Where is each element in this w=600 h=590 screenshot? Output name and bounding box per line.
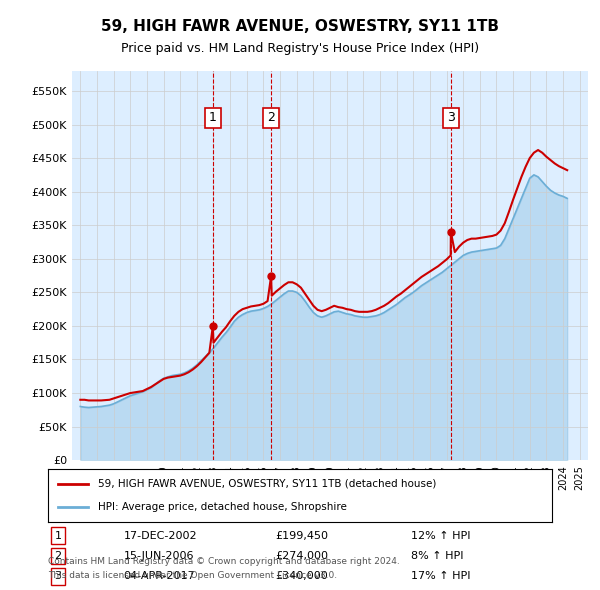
Text: 59, HIGH FAWR AVENUE, OSWESTRY, SY11 1TB (detached house): 59, HIGH FAWR AVENUE, OSWESTRY, SY11 1TB… xyxy=(98,479,437,489)
Text: 3: 3 xyxy=(55,572,62,581)
Text: 2: 2 xyxy=(55,551,62,561)
Text: Price paid vs. HM Land Registry's House Price Index (HPI): Price paid vs. HM Land Registry's House … xyxy=(121,42,479,55)
Text: 59, HIGH FAWR AVENUE, OSWESTRY, SY11 1TB: 59, HIGH FAWR AVENUE, OSWESTRY, SY11 1TB xyxy=(101,19,499,34)
Text: £340,000: £340,000 xyxy=(275,572,328,581)
Text: HPI: Average price, detached house, Shropshire: HPI: Average price, detached house, Shro… xyxy=(98,502,347,512)
Text: Contains HM Land Registry data © Crown copyright and database right 2024.: Contains HM Land Registry data © Crown c… xyxy=(48,557,400,566)
Text: £274,000: £274,000 xyxy=(275,551,328,561)
Text: £199,450: £199,450 xyxy=(275,531,328,540)
Text: 12% ↑ HPI: 12% ↑ HPI xyxy=(411,531,470,540)
Text: 1: 1 xyxy=(209,112,217,124)
Text: 8% ↑ HPI: 8% ↑ HPI xyxy=(411,551,463,561)
Text: 3: 3 xyxy=(447,112,455,124)
Text: 17-DEC-2002: 17-DEC-2002 xyxy=(124,531,197,540)
Text: 1: 1 xyxy=(55,531,62,540)
Text: 2: 2 xyxy=(267,112,275,124)
Text: 17% ↑ HPI: 17% ↑ HPI xyxy=(411,572,470,581)
Text: 04-APR-2017: 04-APR-2017 xyxy=(124,572,196,581)
Text: This data is licensed under the Open Government Licence v3.0.: This data is licensed under the Open Gov… xyxy=(48,571,337,580)
Text: 15-JUN-2006: 15-JUN-2006 xyxy=(124,551,194,561)
